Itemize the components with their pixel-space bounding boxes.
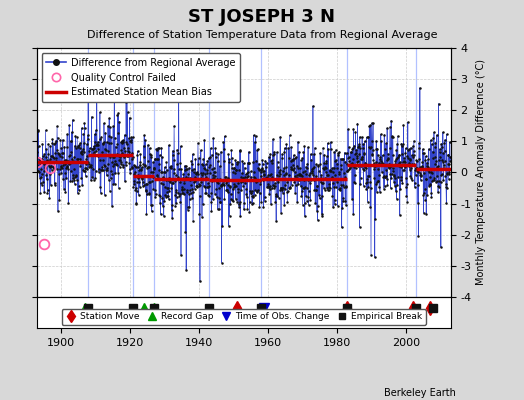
Text: ST JOSEPH 3 N: ST JOSEPH 3 N: [189, 8, 335, 26]
Y-axis label: Monthly Temperature Anomaly Difference (°C): Monthly Temperature Anomaly Difference (…: [476, 60, 486, 286]
Legend: Station Move, Record Gap, Time of Obs. Change, Empirical Break: Station Move, Record Gap, Time of Obs. C…: [62, 309, 425, 325]
Text: Berkeley Earth: Berkeley Earth: [384, 388, 456, 398]
Text: Difference of Station Temperature Data from Regional Average: Difference of Station Temperature Data f…: [87, 30, 437, 40]
Legend: Difference from Regional Average, Quality Control Failed, Estimated Station Mean: Difference from Regional Average, Qualit…: [41, 53, 240, 102]
